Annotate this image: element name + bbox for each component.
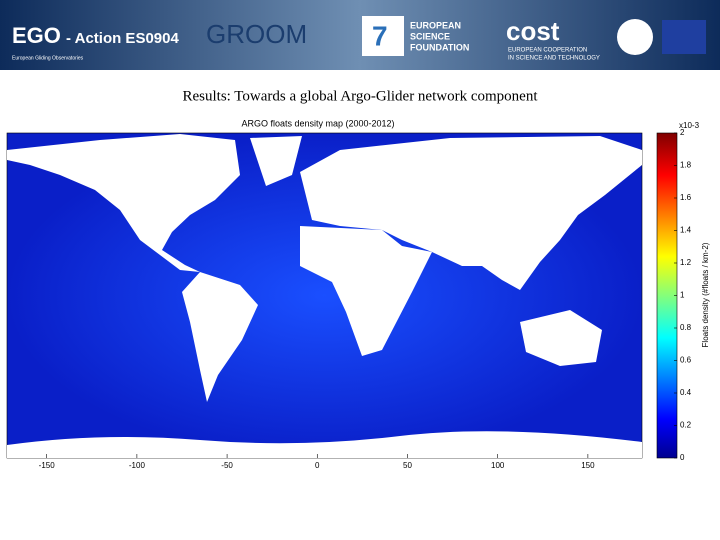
action-text: - Action ES0904 [66,30,179,47]
colorbar-tick-label: 1.6 [680,193,692,202]
ego-tagline: European Gliding Observatories [12,55,84,61]
x-tick-label: 0 [315,461,320,470]
header-band [0,0,720,70]
esf-line: FOUNDATION [410,42,469,52]
eu-flag [662,20,706,54]
cost-logo: cost [506,16,560,46]
colorbar-tick-label: 0.2 [680,421,692,430]
colorbar-exponent: x10-3 [679,121,700,130]
cost-tagline: EUROPEAN COOPERATION [508,48,587,54]
esf-line: SCIENCE [410,31,450,41]
x-tick-label: -100 [129,461,146,470]
groom-logo: GROOM [206,19,307,49]
colorbar-tick-label: 0.6 [680,356,692,365]
x-tick-label: -150 [39,461,56,470]
colorbar-tick-label: 1.2 [680,258,692,267]
map-title: ARGO floats density map (2000-2012) [241,118,394,128]
globe-logo [617,19,653,55]
slide-title: Results: Towards a global Argo-Glider ne… [182,88,538,104]
colorbar-tick-label: 0.8 [680,323,692,332]
colorbar-tick-label: 2 [680,128,685,137]
fp7-seven: 7 [372,20,388,51]
colorbar-tick-label: 1.8 [680,161,692,170]
fp7-logo [362,16,404,56]
esf-line: EUROPEAN [410,20,461,30]
colorbar-tick-label: 0 [680,453,685,462]
colorbar-tick-label: 1.4 [680,226,692,235]
x-tick-label: 150 [581,461,595,470]
colorbar-tick-label: 0.4 [680,388,692,397]
x-tick-label: 50 [403,461,412,470]
ego-logo: EGO [12,23,61,48]
land [7,134,642,458]
cost-tagline: IN SCIENCE AND TECHNOLOGY [508,56,600,62]
x-tick-label: -50 [221,461,233,470]
colorbar-tick-label: 1 [680,291,685,300]
colorbar-label: Floats density (#floats / km-2) [701,242,710,347]
x-tick-label: 100 [491,461,505,470]
